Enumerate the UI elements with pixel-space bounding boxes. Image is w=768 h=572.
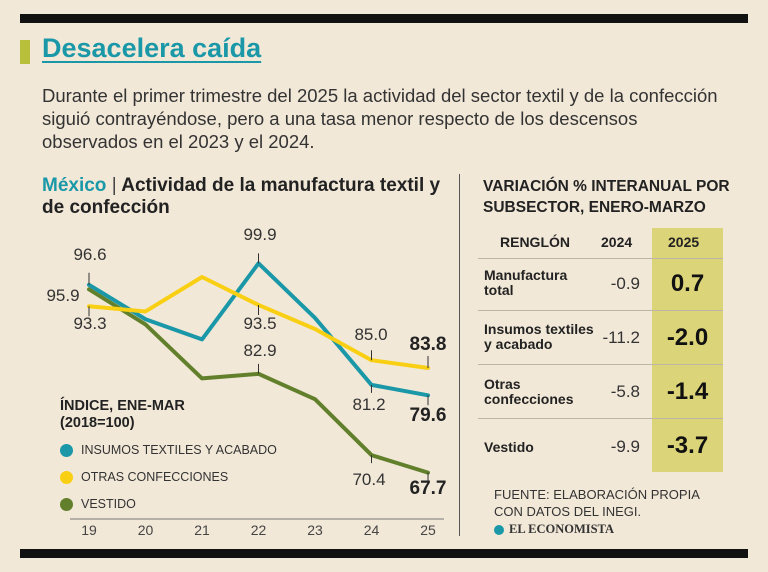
- value-2024-otras: -5.8: [610, 382, 640, 401]
- source-line1: FUENTE: ELABORACIÓN PROPIA: [494, 487, 700, 502]
- value-2024-manufactura: -0.9: [610, 274, 640, 293]
- table-rule: [478, 310, 723, 311]
- row-label-line: confecciones: [484, 391, 574, 407]
- brand-circle-icon: [494, 524, 504, 535]
- x-tick-label: 22: [251, 522, 267, 538]
- legend-title-line2: (2018=100): [60, 415, 135, 431]
- x-tick-label: 20: [138, 522, 154, 538]
- legend-label-insumos: INSUMOS TEXTILES Y ACABADO: [81, 443, 277, 457]
- table-rule: [478, 418, 723, 419]
- bottom-rule: [20, 549, 748, 558]
- source-line2: CON DATOS DEL INEGI.: [494, 504, 642, 519]
- chart-heading: México | Actividad de la manufactura tex…: [42, 175, 442, 219]
- data-label-insumos: 79.6: [410, 405, 447, 426]
- data-label-insumos: 99.9: [243, 225, 276, 244]
- table-rule: [478, 258, 723, 259]
- title-accent-bar: [20, 40, 30, 64]
- x-tick-label: 24: [364, 522, 380, 538]
- data-label-otras: 93.3: [73, 314, 106, 333]
- source-note: FUENTE: ELABORACIÓN PROPIA CON DATOS DEL…: [494, 486, 734, 520]
- header-2024: 2024: [601, 234, 633, 250]
- legend-title: ÍNDICE, ENE-MAR (2018=100): [60, 398, 260, 432]
- row-label-line: Vestido: [484, 439, 534, 455]
- x-tick-label: 25: [420, 522, 436, 538]
- data-label-insumos: 96.6: [73, 245, 106, 264]
- header-renglon: RENGLÓN: [500, 234, 570, 250]
- row-label-otras: Otras confecciones: [484, 377, 594, 407]
- chart-legend: ÍNDICE, ENE-MAR (2018=100) INSUMOS TEXTI…: [60, 398, 277, 513]
- value-2024-insumos: -11.2: [602, 328, 641, 347]
- header-2025: 2025: [668, 234, 700, 250]
- intro-text: Durante el primer trimestre del 2025 la …: [42, 85, 718, 152]
- brand-name: EL ECONOMISTA: [509, 522, 614, 536]
- x-tick-label: 23: [307, 522, 323, 538]
- legend-label-vestido: VESTIDO: [81, 497, 136, 511]
- chart-title: Actividad de la manufactura textil y de …: [42, 175, 441, 218]
- row-label-insumos: Insumos textiles y acabado: [484, 322, 594, 352]
- table-title: VARIACIÓN % INTERANUAL POR SUBSECTOR, EN…: [483, 176, 743, 218]
- legend-label-otras: OTRAS CONFECCIONES: [81, 470, 229, 484]
- legend-dot-otras: [60, 470, 73, 484]
- value-2025-vestido: -3.7: [666, 432, 709, 459]
- chart-country: México: [42, 175, 107, 196]
- data-label-vestido: 82.9: [243, 341, 276, 360]
- vertical-divider: [459, 174, 460, 536]
- legend-title-line1: ÍNDICE, ENE-MAR: [60, 398, 185, 414]
- row-label-line: Otras: [484, 376, 521, 392]
- data-label-otras: 93.5: [243, 314, 276, 333]
- row-label-vestido: Vestido: [484, 440, 594, 455]
- legend-item-insumos: INSUMOS TEXTILES Y ACABADO: [60, 441, 277, 459]
- legend-item-otras: OTRAS CONFECCIONES: [60, 468, 277, 486]
- top-rule: [20, 14, 748, 23]
- row-label-line: total: [484, 282, 514, 298]
- value-2025-otras: -1.4: [666, 378, 709, 405]
- row-label-line: y acabado: [484, 336, 553, 352]
- legend-dot-vestido: [60, 497, 73, 511]
- x-tick-label: 21: [194, 522, 210, 538]
- table-title-line1: VARIACIÓN % INTERANUAL POR: [483, 178, 730, 195]
- headline: Desacelera caída: [42, 33, 262, 63]
- value-2025-manufactura: 0.7: [670, 270, 705, 297]
- data-label-vestido: 70.4: [352, 470, 385, 489]
- data-label-otras: 85.0: [354, 325, 387, 344]
- row-label-line: Manufactura: [484, 267, 568, 283]
- legend-dot-insumos: [60, 443, 73, 457]
- value-2024-vestido: -9.9: [610, 437, 640, 456]
- data-label-insumos: 81.2: [352, 395, 385, 414]
- column-2025-highlight: [652, 228, 723, 472]
- legend-item-vestido: VESTIDO: [60, 495, 277, 513]
- table-rule: [478, 364, 723, 365]
- brand-logo: EL ECONOMISTA: [494, 522, 614, 537]
- data-label-otras: 83.8: [410, 334, 447, 355]
- data-label-vestido: 67.7: [410, 478, 447, 499]
- x-tick-label: 19: [81, 522, 97, 538]
- row-label-manufactura: Manufactura total: [484, 268, 594, 298]
- chart-heading-separator: |: [111, 175, 117, 196]
- table-title-line2: SUBSECTOR, ENERO-MARZO: [483, 199, 706, 216]
- data-label-vestido: 95.9: [46, 286, 79, 305]
- value-2025-insumos: -2.0: [666, 324, 709, 351]
- row-label-line: Insumos textiles: [484, 321, 594, 337]
